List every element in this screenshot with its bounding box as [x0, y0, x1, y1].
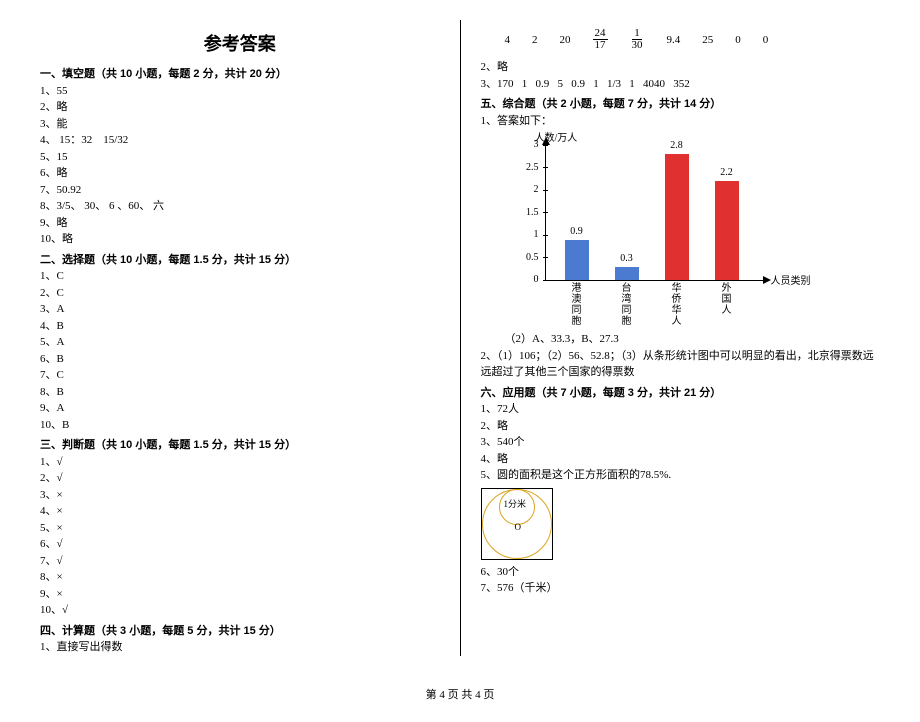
answer-line: 4、×	[40, 503, 440, 520]
bar: 0.9	[565, 240, 589, 281]
answer-line: 5、圆的面积是这个正方形面积的78.5%.	[481, 467, 881, 484]
section2-head: 二、选择题（共 10 小题，每题 1.5 分，共计 15 分）	[40, 252, 440, 269]
ytick: 2	[509, 184, 539, 195]
ytick: 2.5	[509, 162, 539, 173]
answer-line: 8、B	[40, 384, 440, 401]
n: 20	[560, 34, 571, 46]
section4-head: 四、计算题（共 3 小题，每题 5 分，共计 15 分）	[40, 623, 440, 640]
page-footer: 第 4 页 共 4 页	[40, 686, 880, 702]
answer-line: 1、55	[40, 83, 440, 100]
bar: 2.8	[665, 154, 689, 280]
a4-3: 3、170 1 0.9 5 0.9 1 1/3 1 4040 352	[481, 76, 881, 93]
answer-line: 9、A	[40, 400, 440, 417]
a4-2: 2、略	[481, 59, 881, 76]
a5-2: 2、（1）106；（2）56、52.8；（3）从条形统计图中可以明显的看出，北京…	[481, 348, 881, 381]
answer-line: 6、B	[40, 351, 440, 368]
answer-line: 1、72人	[481, 401, 881, 418]
answer-line: 10、B	[40, 417, 440, 434]
n: 0	[763, 34, 769, 46]
answer-line: 7、√	[40, 553, 440, 570]
chart-xlabel: 人员类别	[771, 272, 811, 287]
answer-line: 5、×	[40, 520, 440, 537]
answer-line: 3、能	[40, 116, 440, 133]
answer-line: 7、576（千米）	[481, 580, 881, 597]
answer-line: 6、30个	[481, 564, 881, 581]
answer-line: 2、略	[40, 99, 440, 116]
bar: 0.3	[615, 267, 639, 281]
answer-line: 7、50.92	[40, 182, 440, 199]
xcat: 外国人	[715, 283, 739, 316]
answer-line: 3、×	[40, 487, 440, 504]
n: 0	[735, 34, 741, 46]
ytick: 1.5	[509, 207, 539, 218]
n: 25	[702, 34, 713, 46]
answer-line: 4、B	[40, 318, 440, 335]
xcat: 台湾同胞	[615, 283, 639, 327]
answer-line: 9、略	[40, 215, 440, 232]
section5-head: 五、综合题（共 2 小题，每题 7 分，共计 14 分）	[481, 96, 881, 113]
a5-1b: （2）A、33.3，B、27.3	[481, 331, 881, 348]
diag-text: 1分米	[504, 497, 527, 510]
answer-line: 8、×	[40, 569, 440, 586]
ytick: 0.5	[509, 252, 539, 263]
answer-line: 3、A	[40, 301, 440, 318]
answer-line: 2、C	[40, 285, 440, 302]
frac: 1 30	[630, 28, 645, 51]
a4-1: 1、直接写出得数	[40, 639, 440, 656]
answer-line: 3、540个	[481, 434, 881, 451]
n: 4	[505, 34, 511, 46]
xcat: 港澳同胞	[565, 283, 589, 327]
answer-line: 1、√	[40, 454, 440, 471]
bar: 2.2	[715, 181, 739, 280]
answer-line: 5、A	[40, 334, 440, 351]
section6-head: 六、应用题（共 7 小题，每题 3 分，共计 21 分）	[481, 385, 881, 402]
xcat: 华侨华人	[665, 283, 689, 327]
ytick: 3	[509, 139, 539, 150]
n: 9.4	[667, 34, 681, 46]
answer-line: 8、3/5、 30、 6 、60、 六	[40, 198, 440, 215]
answer-line: 1、C	[40, 268, 440, 285]
section3-head: 三、判断题（共 10 小题，每题 1.5 分，共计 15 分）	[40, 437, 440, 454]
answer-line: 6、略	[40, 165, 440, 182]
n: 2	[532, 34, 538, 46]
answer-line: 2、√	[40, 470, 440, 487]
answer-line: 2、略	[481, 418, 881, 435]
answer-line: 6、√	[40, 536, 440, 553]
a5-1: 1、答案如下：	[481, 113, 881, 130]
ytick: 0	[509, 274, 539, 285]
section1-head: 一、填空题（共 10 小题，每题 2 分，共计 20 分）	[40, 66, 440, 83]
circle-diagram: 1分米 O	[481, 488, 553, 560]
answer-line: 10、略	[40, 231, 440, 248]
answer-line: 10、√	[40, 602, 440, 619]
frac: 24 17	[593, 28, 608, 51]
answer-line: 7、C	[40, 367, 440, 384]
answer-line: 4、 15：32 15/32	[40, 132, 440, 149]
answer-line: 4、略	[481, 451, 881, 468]
bar-chart: 人数/万人 人员类别 00.511.522.53 0.90.32.82.2 港澳…	[505, 135, 805, 325]
title: 参考答案	[40, 30, 440, 56]
nums-row: 4 2 20 24 17 1 30 9.4 25 0 0	[481, 20, 881, 59]
answer-line: 5、15	[40, 149, 440, 166]
answer-line: 9、×	[40, 586, 440, 603]
ytick: 1	[509, 229, 539, 240]
